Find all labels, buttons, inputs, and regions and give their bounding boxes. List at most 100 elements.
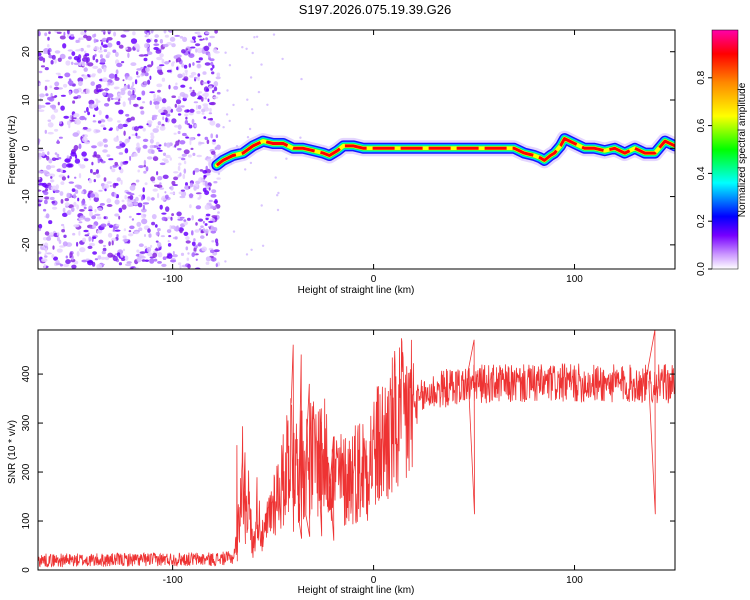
noise-speckle: [178, 162, 182, 166]
noise-speckle: [56, 232, 60, 236]
noise-speckle: [144, 43, 150, 49]
noise-speckle: [198, 57, 203, 61]
noise-speckle: [38, 52, 42, 57]
noise-speckle: [43, 52, 49, 54]
noise-speckle: [202, 170, 208, 174]
noise-speckle: [180, 189, 185, 192]
noise-speckle: [141, 208, 147, 213]
noise-speckle: [125, 263, 132, 267]
noise-speckle: [97, 68, 103, 74]
noise-speckle: [103, 177, 107, 182]
noise-speckle: [150, 244, 153, 248]
noise-speckle: [142, 187, 145, 193]
noise-speckle: [172, 251, 175, 255]
noise-speckle: [204, 97, 208, 100]
noise-speckle: [161, 216, 167, 221]
noise-speckle: [250, 108, 254, 111]
noise-speckle: [143, 164, 146, 168]
noise-speckle: [182, 72, 186, 78]
noise-speckle: [197, 31, 201, 36]
noise-speckle: [45, 102, 51, 105]
noise-speckle: [102, 138, 108, 143]
noise-speckle: [91, 145, 97, 149]
noise-speckle: [38, 170, 43, 174]
noise-speckle: [198, 142, 205, 145]
noise-speckle: [129, 225, 135, 230]
noise-speckle: [85, 88, 90, 94]
noise-speckle: [92, 55, 96, 61]
noise-speckle: [99, 46, 102, 51]
noise-speckle: [114, 213, 120, 217]
noise-speckle: [89, 193, 96, 198]
noise-speckle: [141, 259, 146, 262]
noise-speckle: [166, 229, 172, 234]
noise-speckle: [189, 39, 195, 43]
noise-speckle: [82, 134, 85, 137]
noise-speckle: [79, 37, 84, 40]
noise-speckle: [136, 75, 140, 78]
noise-speckle: [78, 80, 83, 87]
noise-speckle: [141, 90, 146, 96]
noise-speckle: [56, 248, 63, 253]
noise-speckle: [157, 261, 162, 264]
noise-speckle: [92, 34, 96, 38]
noise-speckle: [116, 252, 121, 257]
noise-speckle: [117, 123, 124, 130]
noise-speckle: [130, 85, 134, 90]
noise-speckle: [124, 160, 129, 164]
noise-speckle: [159, 162, 166, 166]
noise-speckle: [246, 136, 250, 139]
noise-speckle: [136, 96, 142, 101]
noise-speckle: [170, 185, 174, 191]
noise-speckle: [162, 116, 165, 121]
noise-speckle: [180, 105, 185, 108]
noise-speckle: [158, 71, 164, 76]
noise-speckle: [114, 86, 118, 90]
noise-speckle: [132, 90, 135, 96]
noise-speckle: [101, 30, 105, 33]
noise-speckle: [44, 196, 50, 200]
noise-speckle: [208, 220, 214, 223]
noise-speckle: [116, 62, 123, 68]
noise-speckle: [55, 262, 62, 266]
noise-speckle: [141, 218, 148, 225]
noise-speckle: [98, 50, 103, 53]
noise-speckle: [54, 81, 60, 87]
noise-speckle-layer: [38, 30, 303, 269]
noise-speckle: [148, 233, 152, 238]
noise-speckle: [125, 75, 128, 80]
noise-speckle: [114, 76, 120, 81]
noise-speckle: [210, 205, 217, 209]
noise-speckle: [124, 194, 127, 200]
noise-speckle: [68, 90, 72, 96]
noise-speckle: [41, 170, 49, 174]
noise-speckle: [40, 65, 46, 68]
noise-speckle: [212, 218, 216, 222]
noise-speckle: [204, 228, 209, 234]
noise-speckle: [134, 126, 139, 132]
noise-speckle: [107, 51, 111, 56]
noise-speckle: [84, 53, 90, 57]
noise-speckle: [104, 256, 110, 261]
noise-speckle: [95, 169, 99, 174]
noise-speckle: [93, 179, 97, 183]
noise-speckle: [204, 136, 209, 141]
noise-speckle: [210, 225, 215, 231]
noise-speckle: [63, 83, 68, 88]
noise-speckle: [191, 118, 195, 125]
noise-speckle: [216, 72, 221, 77]
noise-speckle: [206, 139, 210, 145]
noise-speckle: [84, 50, 87, 54]
noise-speckle: [91, 74, 96, 78]
noise-speckle: [177, 124, 182, 130]
noise-speckle: [150, 132, 154, 136]
noise-speckle: [49, 85, 53, 89]
noise-speckle: [56, 31, 62, 34]
noise-speckle: [80, 91, 86, 94]
noise-speckle: [48, 31, 51, 35]
noise-speckle: [203, 45, 210, 52]
noise-speckle: [144, 234, 146, 237]
noise-speckle: [181, 49, 186, 54]
chart-title: S197.2026.075.19.39.G26: [298, 2, 452, 17]
noise-speckle: [125, 113, 130, 117]
